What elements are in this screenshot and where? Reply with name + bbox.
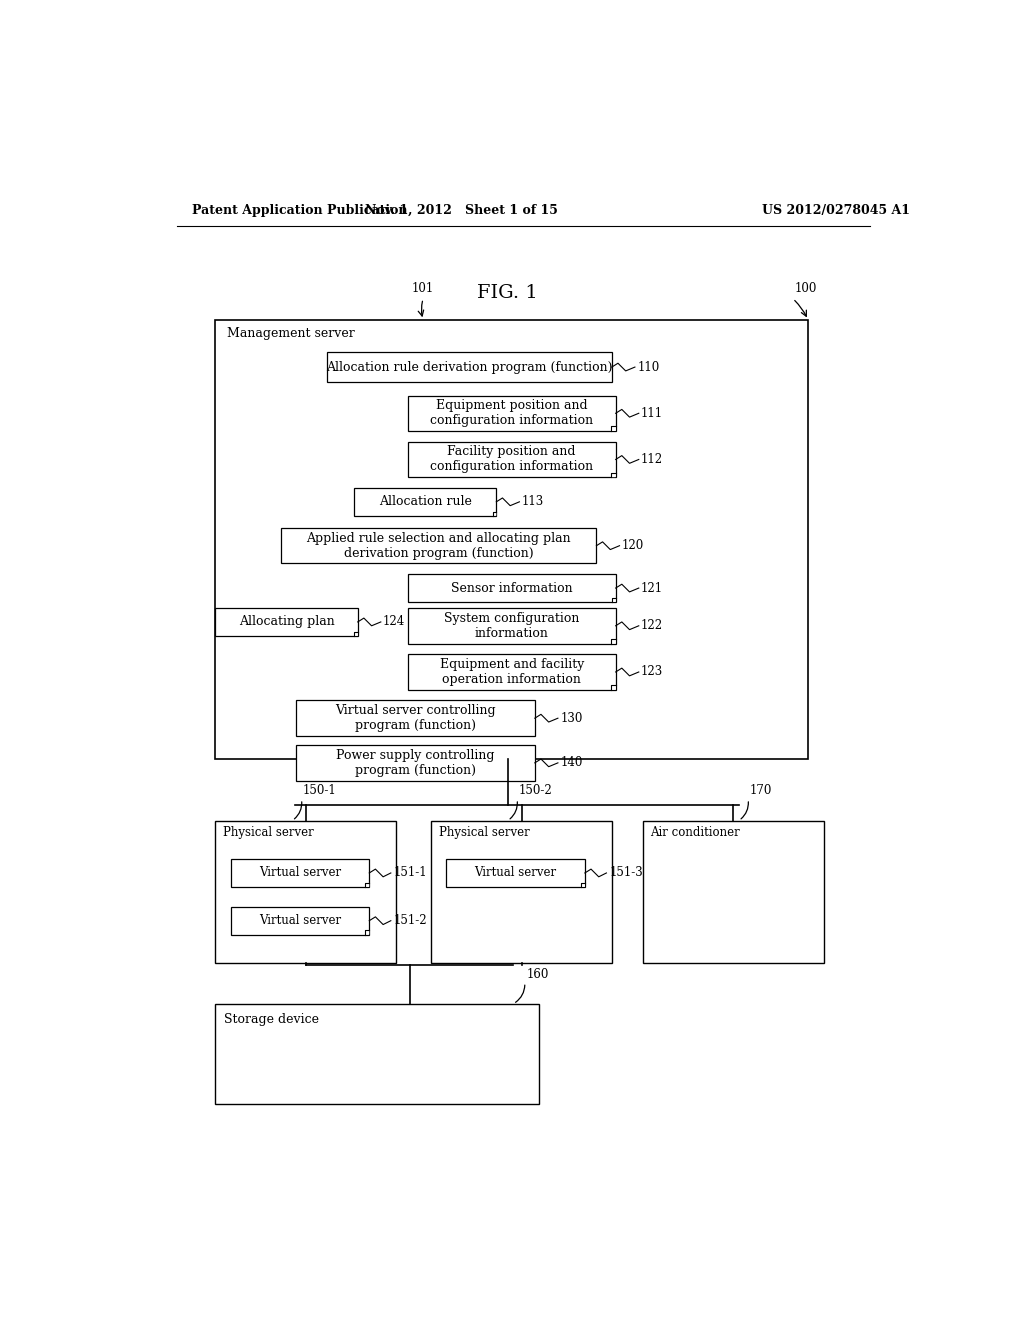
Bar	[230, 859, 370, 887]
Text: Physical server: Physical server	[223, 825, 313, 838]
Text: 130: 130	[560, 711, 583, 725]
Text: 160: 160	[526, 968, 549, 981]
Text: US 2012/0278045 A1: US 2012/0278045 A1	[762, 205, 910, 218]
Bar	[215, 321, 808, 759]
Text: Management server: Management server	[226, 326, 354, 339]
Text: 140: 140	[560, 756, 583, 770]
Bar	[446, 859, 585, 887]
Polygon shape	[612, 598, 615, 602]
Text: Power supply controlling
program (function): Power supply controlling program (functi…	[336, 748, 495, 777]
Text: Air conditioner: Air conditioner	[650, 825, 740, 838]
Bar	[296, 744, 535, 780]
Text: 111: 111	[641, 407, 664, 420]
Text: 124: 124	[383, 615, 406, 628]
Bar	[215, 609, 357, 636]
Text: Allocation rule: Allocation rule	[379, 495, 471, 508]
Polygon shape	[611, 426, 615, 430]
Text: 123: 123	[641, 665, 664, 678]
Text: Storage device: Storage device	[224, 1012, 319, 1026]
Text: Virtual server controlling
program (function): Virtual server controlling program (func…	[335, 704, 496, 733]
Text: FIG. 1: FIG. 1	[477, 284, 539, 302]
Bar	[408, 574, 615, 602]
Bar	[281, 528, 596, 564]
Text: 113: 113	[521, 495, 544, 508]
Text: 112: 112	[641, 453, 664, 466]
Bar	[408, 396, 615, 430]
Text: 150-1: 150-1	[303, 784, 337, 797]
Polygon shape	[581, 883, 585, 887]
Text: Physical server: Physical server	[438, 825, 529, 838]
Text: Allocating plan: Allocating plan	[239, 615, 335, 628]
Polygon shape	[493, 512, 497, 516]
Bar	[408, 655, 615, 689]
Bar	[643, 821, 823, 964]
Polygon shape	[354, 632, 357, 636]
Text: 110: 110	[637, 360, 659, 374]
Bar	[215, 1003, 539, 1104]
Text: 151-2: 151-2	[394, 915, 428, 927]
Polygon shape	[611, 639, 615, 644]
Polygon shape	[611, 685, 615, 689]
Text: Equipment and facility
operation information: Equipment and facility operation informa…	[439, 657, 584, 686]
Bar	[408, 442, 615, 478]
Text: Virtual server: Virtual server	[259, 915, 341, 927]
Text: Virtual server: Virtual server	[259, 866, 341, 879]
Text: Allocation rule derivation program (function): Allocation rule derivation program (func…	[326, 360, 612, 374]
Bar	[296, 701, 535, 737]
Text: Facility position and
configuration information: Facility position and configuration info…	[430, 445, 593, 474]
Bar	[230, 907, 370, 935]
Bar	[408, 609, 615, 644]
Polygon shape	[611, 473, 615, 478]
Text: 122: 122	[641, 619, 664, 632]
Polygon shape	[366, 883, 370, 887]
Text: System configuration
information: System configuration information	[444, 611, 580, 640]
Text: Patent Application Publication: Patent Application Publication	[193, 205, 408, 218]
Text: 101: 101	[412, 282, 434, 296]
Bar	[431, 821, 611, 964]
Bar	[215, 821, 396, 964]
Text: Virtual server: Virtual server	[474, 866, 557, 879]
Polygon shape	[366, 931, 370, 935]
Text: 150-2: 150-2	[518, 784, 552, 797]
Text: Applied rule selection and allocating plan
derivation program (function): Applied rule selection and allocating pl…	[306, 532, 570, 560]
Text: 151-3: 151-3	[609, 866, 643, 879]
Text: 170: 170	[750, 784, 772, 797]
Text: Equipment position and
configuration information: Equipment position and configuration inf…	[430, 399, 593, 428]
Text: 120: 120	[622, 539, 644, 552]
Text: Nov. 1, 2012   Sheet 1 of 15: Nov. 1, 2012 Sheet 1 of 15	[366, 205, 558, 218]
Text: 100: 100	[795, 282, 817, 296]
Text: Sensor information: Sensor information	[451, 582, 572, 594]
Bar	[327, 352, 611, 381]
Text: 151-1: 151-1	[394, 866, 428, 879]
Bar	[354, 488, 497, 516]
Text: 121: 121	[641, 582, 664, 594]
